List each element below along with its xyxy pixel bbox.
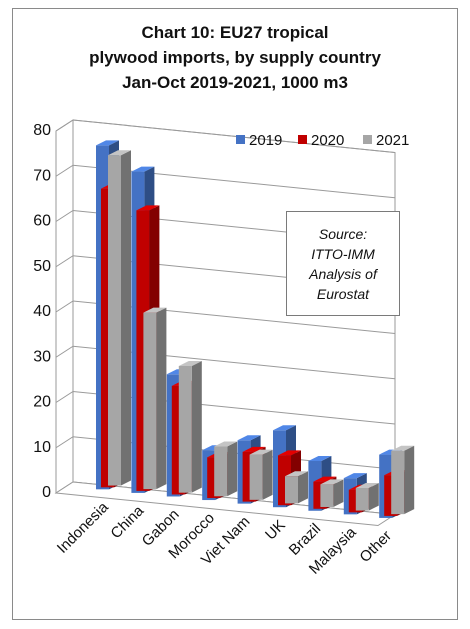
bar-group: [237, 435, 273, 504]
y-tick-label: 10: [33, 439, 51, 456]
gridline: [55, 345, 396, 380]
y-tick-label: 60: [33, 213, 51, 230]
bar-2021: [355, 482, 379, 511]
x-tick-label: UK: [262, 517, 289, 544]
bar-group: [131, 166, 167, 493]
legend-swatch: [236, 135, 245, 144]
legend-label: 2019: [249, 132, 282, 149]
bar-group: [202, 441, 238, 501]
bar-group: [379, 445, 415, 518]
bar-2021: [285, 471, 308, 504]
bar-2021: [320, 479, 344, 507]
source-line-3: Analysis of: [309, 265, 377, 282]
source-line-2: ITTO-IMM: [311, 245, 375, 262]
y-tick-label: 80: [33, 122, 51, 139]
x-tick-label: Indonesia: [54, 498, 112, 556]
bar-group: [96, 140, 131, 490]
y-tick-label: 40: [33, 303, 51, 320]
bar-2021: [108, 150, 131, 486]
y-tick-label: 30: [33, 348, 51, 365]
bar-2021: [178, 360, 202, 493]
bar-2021: [214, 441, 238, 497]
gridline: [55, 119, 396, 154]
chart-title-line-3: Jan-Oct 2019-2021, 1000 m3: [122, 73, 348, 92]
y-tick-label: 0: [42, 484, 51, 501]
legend-label: 2021: [376, 132, 409, 149]
gridline: [55, 300, 396, 335]
legend-swatch: [363, 135, 372, 144]
legend-label: 2020: [311, 132, 344, 149]
bar-group: [308, 456, 344, 511]
chart-title-line-2: plywood imports, by supply country: [89, 48, 381, 67]
x-tick-label: Other: [356, 527, 395, 566]
y-tick-label: 20: [33, 394, 51, 411]
source-line-4: Eurostat: [316, 285, 370, 302]
bar-group: [166, 360, 202, 497]
y-tick-label: 70: [33, 167, 51, 184]
bar-2021: [249, 449, 273, 500]
gridline: [55, 390, 396, 425]
legend-swatch: [298, 135, 307, 144]
chart-title: Chart 10: EU27 tropical plywood imports,…: [12, 20, 458, 95]
gridline: [55, 164, 396, 199]
source-annotation: Source: ITTO-IMM Analysis of Eurostat: [286, 211, 400, 316]
bar-2021: [143, 307, 167, 490]
y-tick-label: 50: [33, 258, 51, 275]
bar-group: [273, 425, 308, 508]
bar-2021: [391, 445, 415, 515]
chart-title-line-1: Chart 10: EU27 tropical: [141, 23, 329, 42]
source-line-1: Source:: [318, 225, 368, 242]
bar-group: [343, 473, 379, 515]
